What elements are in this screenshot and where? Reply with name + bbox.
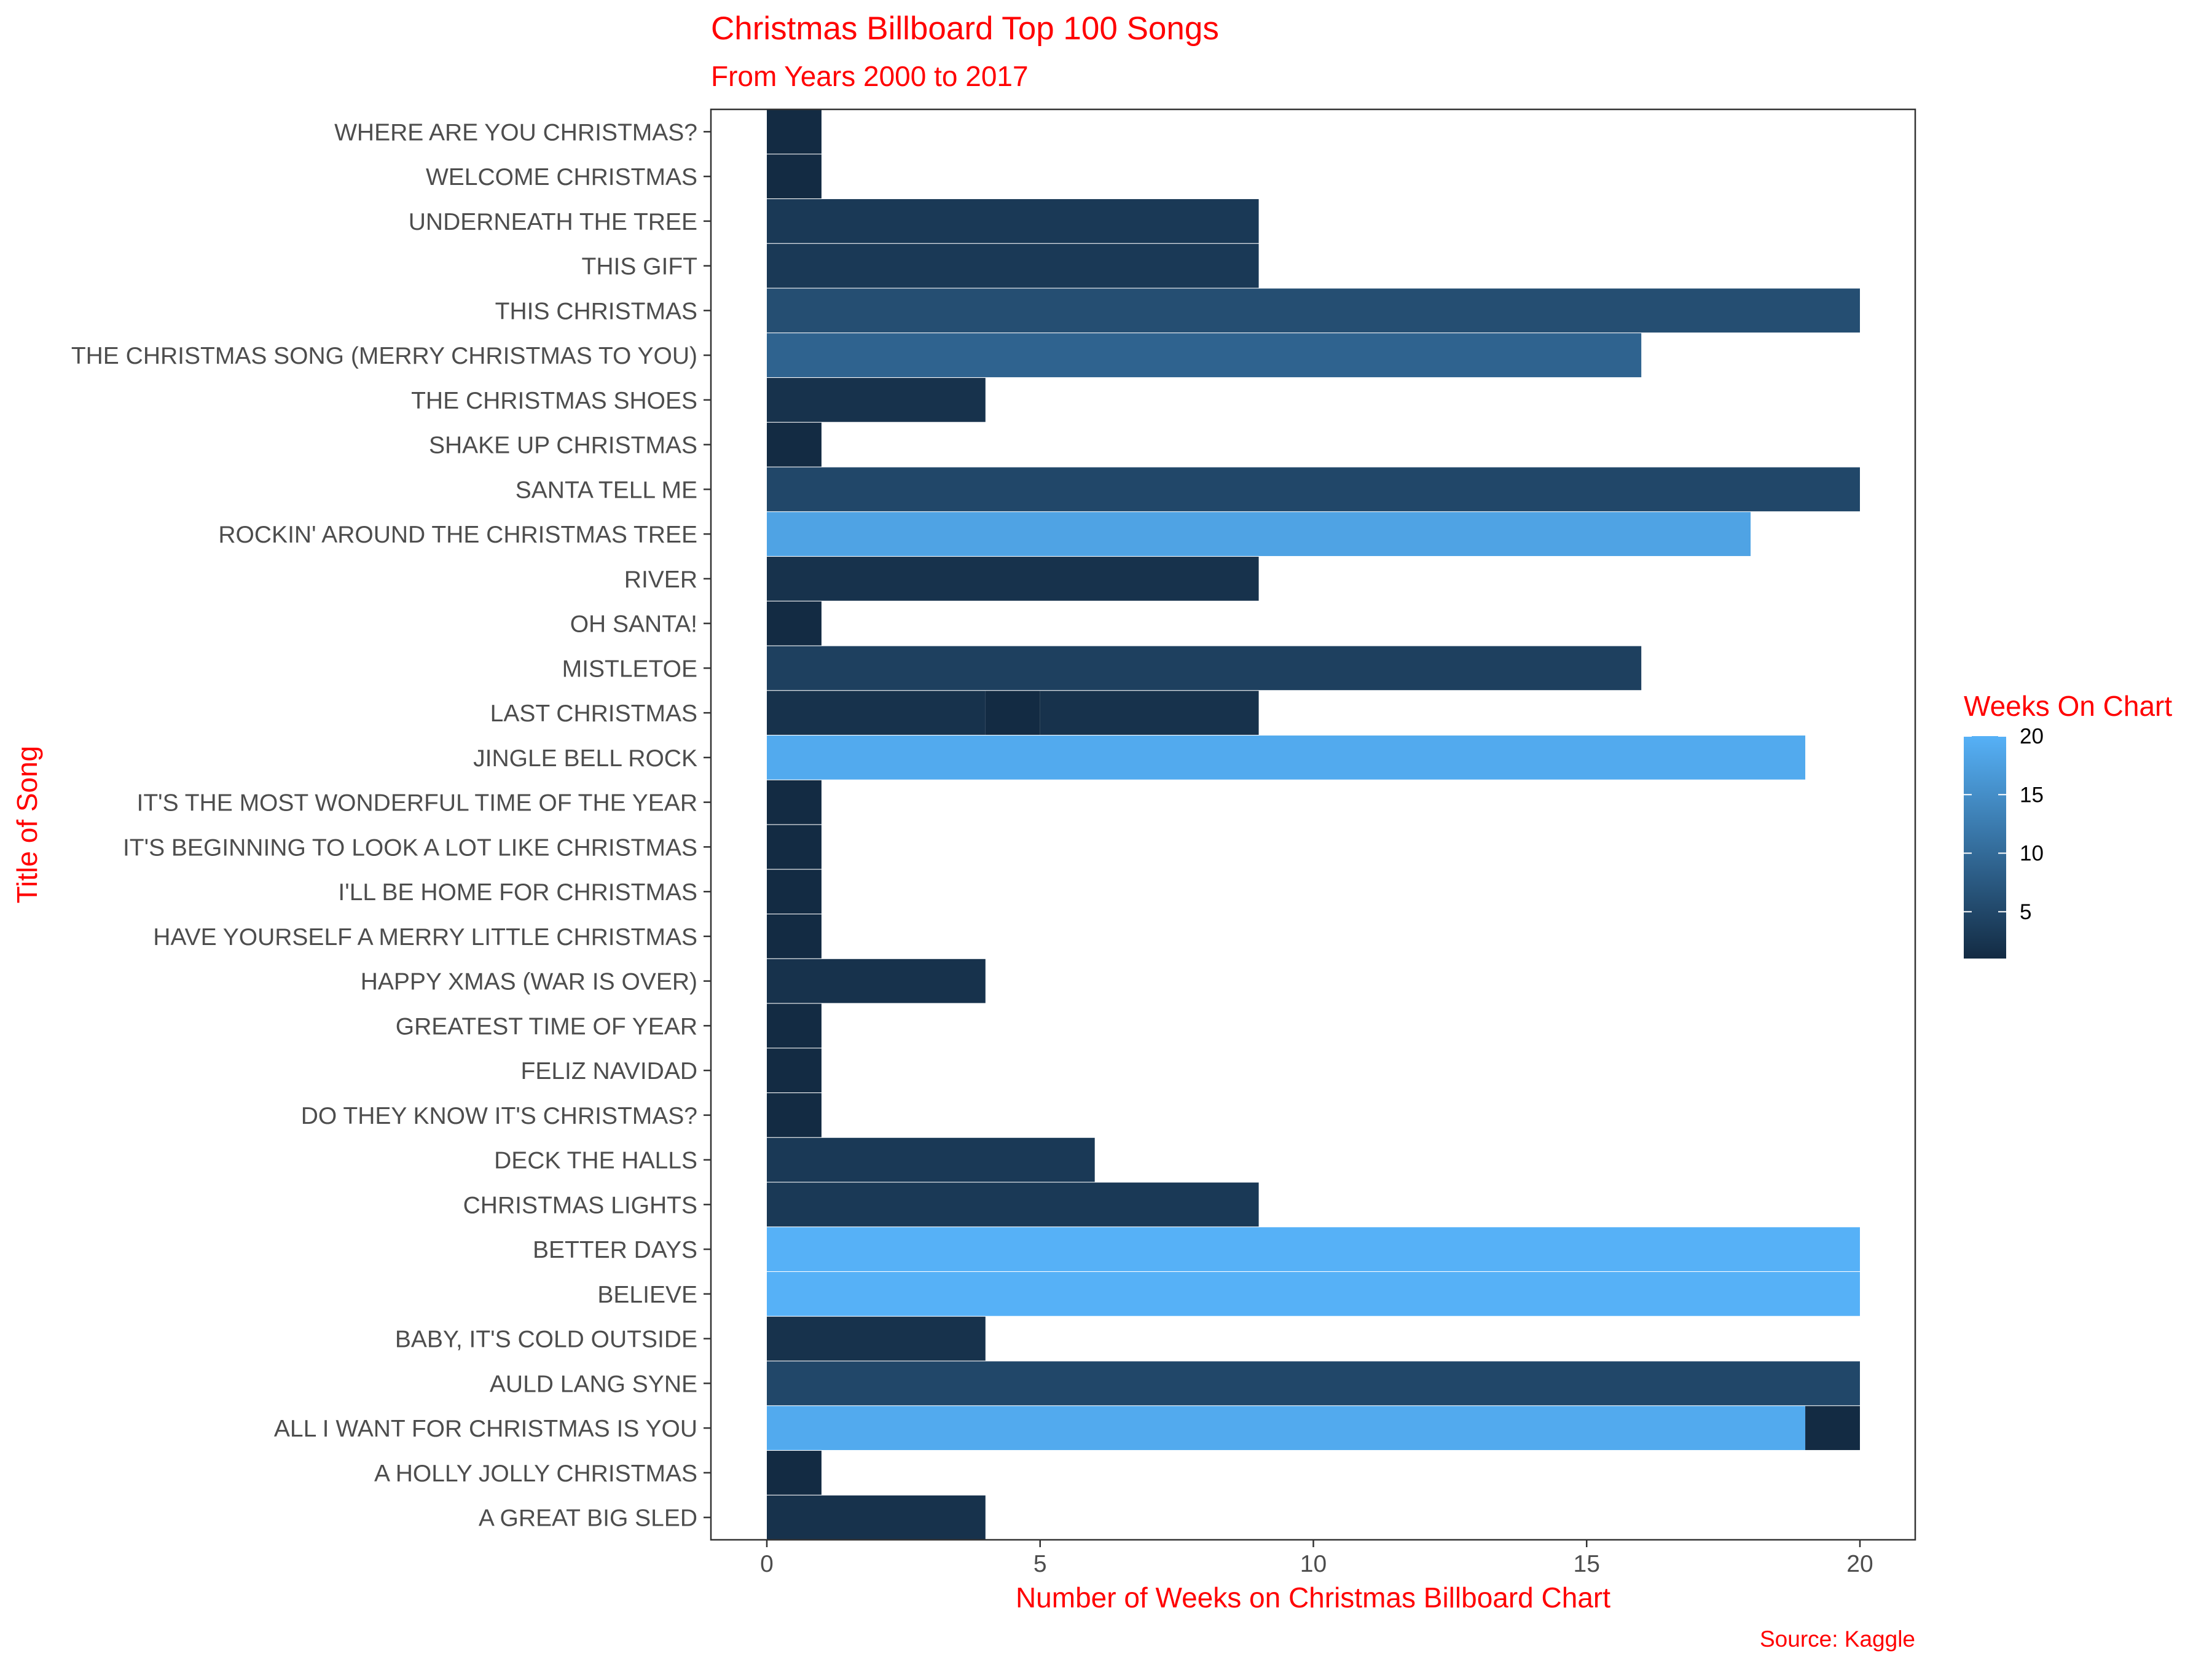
bar-segment xyxy=(985,691,1040,735)
x-axis-title: Number of Weeks on Christmas Billboard C… xyxy=(1016,1582,1610,1614)
y-tick-label: BABY, IT'S COLD OUTSIDE xyxy=(395,1327,697,1353)
bar-segment xyxy=(767,1406,1806,1450)
y-tick-label: THE CHRISTMAS SHOES xyxy=(411,388,697,414)
y-tick-label: IT'S THE MOST WONDERFUL TIME OF THE YEAR xyxy=(136,790,697,817)
x-tick-label: 15 xyxy=(1574,1551,1600,1577)
y-tick-label: IT'S BEGINNING TO LOOK A LOT LIKE CHRIST… xyxy=(123,834,697,861)
y-tick-label: UNDERNEATH THE TREE xyxy=(409,209,697,235)
chart-title: Christmas Billboard Top 100 Songs xyxy=(711,10,1219,47)
y-axis-title: Title of Song xyxy=(11,746,43,904)
bar-segment xyxy=(767,601,822,646)
bar-segment xyxy=(767,154,822,198)
y-tick-label: BELIEVE xyxy=(597,1282,697,1308)
y-tick-label: MISTLETOE xyxy=(562,656,697,682)
bar-segment xyxy=(767,646,1642,691)
bar-segment xyxy=(767,109,822,154)
y-tick-label: LAST CHRISTMAS xyxy=(490,700,697,727)
bar-segment xyxy=(767,914,822,959)
y-tick-label: HAPPY XMAS (WAR IS OVER) xyxy=(361,969,697,995)
bar-segment xyxy=(767,869,822,914)
y-tick-label: AULD LANG SYNE xyxy=(490,1371,697,1397)
y-tick-label: RIVER xyxy=(624,567,697,593)
bar-segment xyxy=(767,512,1751,556)
y-tick-label: HAVE YOURSELF A MERRY LITTLE CHRISTMAS xyxy=(153,924,697,951)
y-tick-label: SHAKE UP CHRISTMAS xyxy=(429,433,697,459)
y-tick-label: JINGLE BELL ROCK xyxy=(473,745,697,772)
y-tick-label: GREATEST TIME OF YEAR xyxy=(396,1013,697,1040)
bar-layer xyxy=(767,109,1860,1540)
bar-segment xyxy=(767,735,1806,780)
y-tick-label: ALL I WANT FOR CHRISTMAS IS YOU xyxy=(274,1416,697,1442)
bar-segment xyxy=(767,378,986,422)
bar-segment xyxy=(767,1272,1860,1316)
legend-colorbar xyxy=(1964,736,2006,959)
bar-segment xyxy=(767,199,1259,243)
bar-segment xyxy=(767,1451,822,1495)
y-tick-label: THIS GIFT xyxy=(582,254,698,280)
bar-segment xyxy=(767,1093,822,1137)
bar-segment xyxy=(767,1361,1860,1406)
y-tick-label: FELIZ NAVIDAD xyxy=(521,1058,698,1084)
y-tick-label: THE CHRISTMAS SONG (MERRY CHRISTMAS TO Y… xyxy=(71,343,697,369)
bar-segment xyxy=(767,1227,1860,1271)
y-tick-label: A GREAT BIG SLED xyxy=(479,1505,697,1532)
bar-segment xyxy=(1040,691,1259,735)
y-tick-label: CHRISTMAS LIGHTS xyxy=(463,1192,697,1218)
x-tick-label: 10 xyxy=(1300,1551,1327,1577)
bar-segment xyxy=(767,557,1259,601)
y-tick-label: WHERE ARE YOU CHRISTMAS? xyxy=(334,119,697,146)
y-tick-label: DO THEY KNOW IT'S CHRISTMAS? xyxy=(301,1103,697,1129)
bar-segment xyxy=(767,1316,986,1361)
x-tick-label: 0 xyxy=(760,1551,774,1577)
bar-segment xyxy=(767,691,986,735)
legend-tick-label: 15 xyxy=(2020,783,2044,807)
y-tick-label: WELCOME CHRISTMAS xyxy=(426,164,697,190)
bar-segment xyxy=(767,243,1259,288)
bar-segment xyxy=(767,959,986,1003)
legend-tick-label: 10 xyxy=(2020,842,2044,866)
x-axis: 0 5 10 15 20 xyxy=(760,1540,1873,1577)
legend-ticks: 5 10 15 20 xyxy=(1964,724,2044,924)
bar-segment xyxy=(767,780,822,825)
bar-segment xyxy=(767,1137,1095,1182)
bar-segment xyxy=(767,1003,822,1048)
bar-segment xyxy=(767,1495,986,1540)
bar-segment xyxy=(767,467,1860,512)
bar-segment xyxy=(767,1048,822,1092)
legend-tick-label: 5 xyxy=(2020,900,2031,924)
y-tick-label: OH SANTA! xyxy=(570,611,697,638)
chart-caption: Source: Kaggle xyxy=(1760,1626,1915,1652)
y-tick-label: DECK THE HALLS xyxy=(494,1148,697,1174)
bar-segment xyxy=(767,825,822,869)
bar-segment xyxy=(767,288,1860,333)
y-tick-label: SANTA TELL ME xyxy=(516,477,697,503)
y-axis: WHERE ARE YOU CHRISTMAS? WELCOME CHRISTMA… xyxy=(71,119,711,1532)
y-tick-label: BETTER DAYS xyxy=(533,1237,697,1263)
bar-segment xyxy=(1805,1406,1860,1450)
color-legend: Weeks On Chart 5 10 15 20 xyxy=(1964,690,2172,959)
x-tick-label: 5 xyxy=(1033,1551,1047,1577)
y-tick-label: I'LL BE HOME FOR CHRISTMAS xyxy=(338,879,697,906)
x-tick-label: 20 xyxy=(1846,1551,1873,1577)
legend-tick-label: 20 xyxy=(2020,724,2044,748)
chart-subtitle: From Years 2000 to 2017 xyxy=(711,60,1029,92)
bar-segment xyxy=(767,333,1642,377)
y-tick-label: A HOLLY JOLLY CHRISTMAS xyxy=(374,1461,697,1487)
y-tick-label: THIS CHRISTMAS xyxy=(495,298,697,324)
bar-segment xyxy=(767,422,822,467)
bar-segment xyxy=(767,1182,1259,1227)
y-tick-label: ROCKIN' AROUND THE CHRISTMAS TREE xyxy=(218,522,697,548)
legend-title: Weeks On Chart xyxy=(1964,690,2172,722)
